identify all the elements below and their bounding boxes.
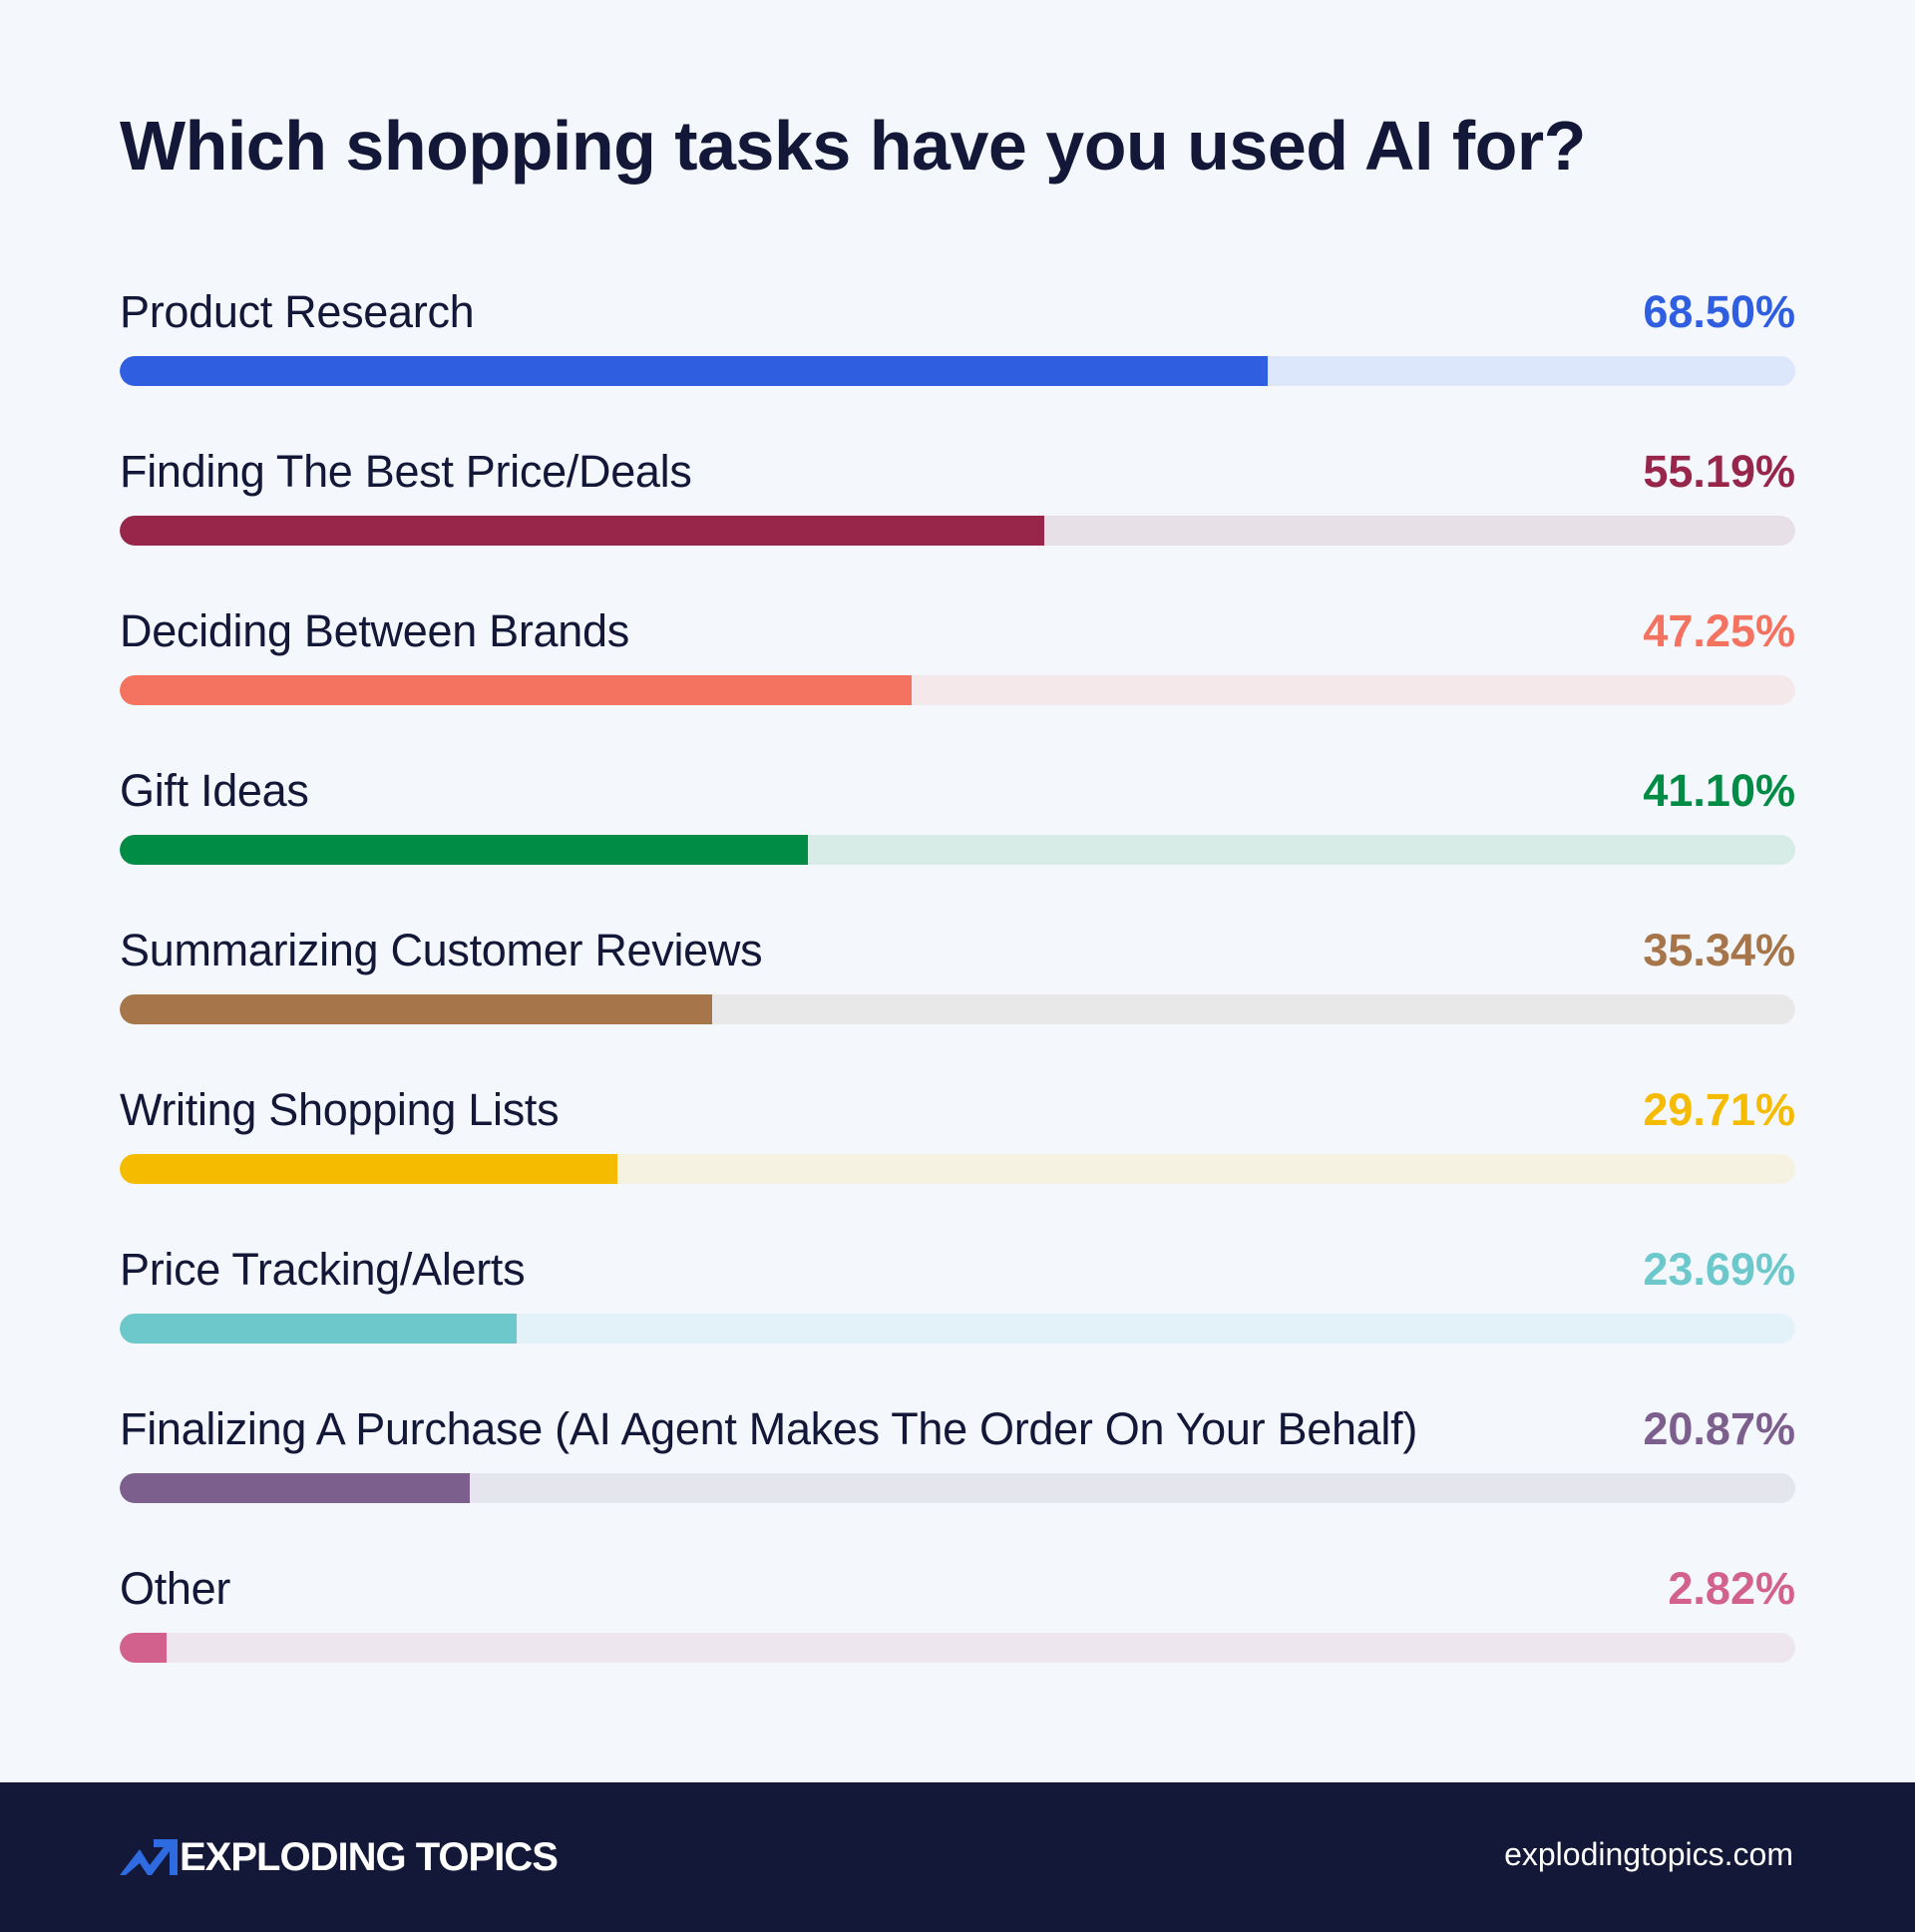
bar-track — [120, 1314, 1795, 1344]
bar-value: 68.50% — [1643, 286, 1795, 337]
site-url-link[interactable]: explodingtopics.com — [1504, 1836, 1793, 1872]
bar-fill — [120, 1314, 517, 1344]
brand-logo[interactable]: EXPLODING TOPICS — [120, 1835, 559, 1879]
bar-label: Product Research — [120, 286, 475, 337]
bar-fill — [120, 356, 1268, 386]
bar-label: Deciding Between Brands — [120, 605, 629, 656]
bar-track — [120, 356, 1795, 386]
bar-fill — [120, 1633, 168, 1663]
bar-value: 47.25% — [1643, 605, 1795, 656]
bar-label: Price Tracking/Alerts — [120, 1244, 526, 1295]
bar-track — [120, 1154, 1795, 1184]
bar-row-gift-ideas: Gift Ideas 41.10% — [120, 765, 1795, 895]
bar-value: 20.87% — [1643, 1403, 1795, 1454]
brand-name: EXPLODING TOPICS — [180, 1835, 559, 1879]
bar-track — [120, 675, 1795, 705]
bar-label: Other — [120, 1563, 231, 1614]
bar-label: Finding The Best Price/Deals — [120, 446, 692, 497]
bar-label: Summarizing Customer Reviews — [120, 925, 763, 975]
bar-track — [120, 516, 1795, 546]
trend-arrow-icon — [120, 1839, 178, 1875]
bar-track — [120, 1473, 1795, 1503]
bar-value: 23.69% — [1643, 1244, 1795, 1295]
bar-track — [120, 994, 1795, 1024]
bar-fill — [120, 994, 712, 1024]
bar-track — [120, 835, 1795, 865]
bar-track — [120, 1633, 1795, 1663]
chart-title: Which shopping tasks have you used AI fo… — [120, 107, 1586, 185]
bar-label: Writing Shopping Lists — [120, 1084, 560, 1135]
bar-label: Finalizing A Purchase (AI Agent Makes Th… — [120, 1403, 1417, 1454]
bar-value: 29.71% — [1643, 1084, 1795, 1135]
bar-row-shopping-lists: Writing Shopping Lists 29.71% — [120, 1084, 1795, 1214]
footer: EXPLODING TOPICS explodingtopics.com — [0, 1782, 1915, 1932]
bar-fill — [120, 1473, 470, 1503]
bar-row-finalizing-purchase: Finalizing A Purchase (AI Agent Makes Th… — [120, 1403, 1795, 1533]
bar-value: 55.19% — [1643, 446, 1795, 497]
bar-row-product-research: Product Research 68.50% — [120, 286, 1795, 416]
bar-row-price-tracking: Price Tracking/Alerts 23.69% — [120, 1244, 1795, 1373]
bar-value: 41.10% — [1643, 765, 1795, 816]
bar-label: Gift Ideas — [120, 765, 309, 816]
bar-fill — [120, 1154, 618, 1184]
bar-row-deciding-between-brands: Deciding Between Brands 47.25% — [120, 605, 1795, 735]
bar-row-other: Other 2.82% — [120, 1563, 1795, 1693]
bar-fill — [120, 516, 1045, 546]
bar-fill — [120, 675, 912, 705]
bar-row-summarizing-reviews: Summarizing Customer Reviews 35.34% — [120, 925, 1795, 1054]
bar-fill — [120, 835, 809, 865]
bar-row-best-price-deals: Finding The Best Price/Deals 55.19% — [120, 446, 1795, 576]
bar-value: 2.82% — [1668, 1563, 1795, 1614]
bar-value: 35.34% — [1643, 925, 1795, 975]
